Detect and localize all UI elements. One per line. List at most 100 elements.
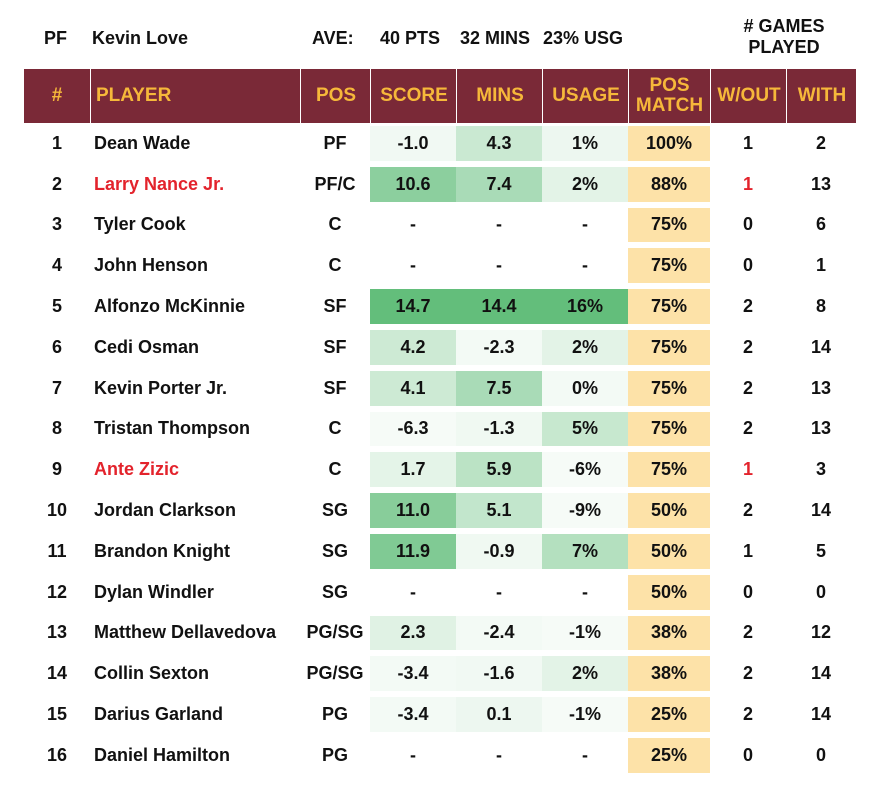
cell-mins: -: [456, 248, 542, 284]
cell-player: Ante Zizic: [94, 459, 180, 480]
summary-usg: 23% USG: [543, 28, 624, 48]
cell-player: John Henson: [94, 255, 209, 276]
table-row: 2 Larry Nance Jr. PF/C 10.6 7.4 2% 88% 1 13: [24, 164, 856, 205]
cell-pos: SF: [323, 377, 347, 398]
cell-pos: PG: [321, 704, 348, 725]
column-header-num: #: [51, 85, 63, 106]
cell-player: Daniel Hamilton: [94, 744, 231, 765]
cell-mins: -0.9: [456, 533, 542, 569]
cell-score: -6.3: [370, 411, 456, 447]
cell-player: Alfonzo McKinnie: [94, 296, 245, 317]
table-row: 4 John Henson C - - -75% 0 1: [24, 245, 856, 286]
cell-usage: 7%: [542, 533, 628, 569]
cell-score: 2.3: [370, 615, 456, 651]
cell-score: 11.0: [370, 493, 456, 528]
cell-wout: 0: [742, 581, 753, 602]
cell-mins: 5.1: [456, 493, 542, 528]
cell-pos-match: 75%: [628, 248, 710, 284]
table-row: 13 Matthew Dellavedova PG/SG 2.3 -2.4 -1% 38% 2…: [24, 613, 856, 654]
cell-player: Dean Wade: [94, 132, 191, 153]
table-row: 8 Tristan Thompson C -6.3 -1.3 5% 75% 2 13: [24, 409, 856, 450]
summary-bar: PF Kevin Love AVE: 40 PTS 32 MINS 23% US…: [0, 0, 870, 68]
cell-pos: C: [328, 255, 342, 276]
table-row: 1 Dean Wade PF -1.0 4.3 1% 100% 1 2: [24, 123, 856, 164]
cell-with: 6: [815, 214, 826, 235]
table-row: 15 Darius Garland PG -3.4 0.1 -1% 25% 2 14: [24, 694, 856, 735]
cell-num: 1: [51, 132, 62, 153]
column-header-player: PLAYER: [90, 69, 300, 123]
cell-with: 14: [810, 336, 832, 357]
cell-score: 4.1: [370, 370, 456, 406]
cell-score: -: [370, 737, 456, 773]
cell-score: -3.4: [370, 697, 456, 732]
cell-player: Kevin Porter Jr.: [94, 377, 228, 398]
games-played-header: # GAMES PLAYED: [743, 16, 825, 57]
cell-wout: 2: [742, 377, 753, 398]
cell-num: 2: [51, 173, 62, 194]
cell-num: 5: [51, 296, 62, 317]
cell-pos: SG: [321, 581, 348, 602]
table-row: 6 Cedi Osman SF 4.2 -2.3 2% 75% 2 14: [24, 327, 856, 368]
table-body: 1 Dean Wade PF -1.0 4.3 1% 100% 1 2 2 Larry Nance …: [24, 123, 856, 776]
cell-wout: 2: [742, 418, 753, 439]
cell-usage: -: [542, 207, 628, 243]
column-header-with: WITH: [786, 69, 857, 123]
cell-pos: SG: [321, 500, 348, 521]
cell-score: -: [370, 574, 456, 610]
cell-pos: C: [328, 214, 342, 235]
cell-pos-match: 50%: [628, 574, 710, 610]
cell-pos: SF: [323, 336, 347, 357]
cell-usage: 5%: [542, 411, 628, 447]
table-row: 16 Daniel Hamilton PG - - -25% 0 0: [24, 735, 856, 776]
cell-pos-match: 75%: [628, 289, 710, 324]
cell-wout: 2: [742, 663, 753, 684]
cell-usage: 16%: [542, 289, 628, 324]
summary-pts: 40 PTS: [380, 28, 441, 48]
cell-wout: 0: [742, 214, 753, 235]
table-row: 11 Brandon Knight SG 11.9 -0.9 7% 50% 1 5: [24, 531, 856, 572]
cell-score: -3.4: [370, 656, 456, 692]
table-row: 3 Tyler Cook C - - -75% 0 6: [24, 205, 856, 246]
column-header-usage: USAGE: [542, 69, 629, 123]
cell-pos: SF: [323, 296, 347, 317]
cell-player: Larry Nance Jr.: [94, 173, 225, 194]
cell-pos-match: 100%: [628, 126, 710, 161]
cell-pos-match: 75%: [628, 452, 710, 488]
table-row: 12 Dylan Windler SG - - -50% 0 0: [24, 572, 856, 613]
column-header-pos-match: POS MATCH: [628, 69, 710, 123]
column-header-wout: W/OUT: [710, 69, 787, 123]
column-header-pos: POS: [300, 69, 371, 123]
cell-usage: 2%: [542, 329, 628, 365]
table-row: 10 Jordan Clarkson SG 11.0 5.1 -9% 50% 2 14: [24, 490, 856, 531]
cell-usage: 2%: [542, 656, 628, 692]
cell-pos-match: 50%: [628, 493, 710, 528]
cell-with: 14: [810, 500, 832, 521]
cell-with: 13: [810, 173, 832, 194]
cell-wout: 2: [742, 336, 753, 357]
cell-score: -1.0: [370, 126, 456, 161]
cell-with: 12: [810, 622, 832, 643]
cell-player: Collin Sexton: [94, 663, 210, 684]
cell-usage: -1%: [542, 697, 628, 732]
cell-wout: 1: [742, 540, 753, 561]
cell-score: 1.7: [370, 452, 456, 488]
cell-pos: C: [328, 418, 342, 439]
cell-usage: -6%: [542, 452, 628, 488]
cell-num: 7: [51, 377, 62, 398]
player-table: # PLAYER POS SCORE MINS USAGE POS MATCH …: [24, 69, 856, 776]
cell-pos-match: 75%: [628, 207, 710, 243]
cell-wout: 2: [742, 500, 753, 521]
cell-pos: C: [328, 459, 342, 480]
cell-player: Darius Garland: [94, 704, 224, 725]
cell-mins: 7.4: [456, 166, 542, 202]
cell-usage: 0%: [542, 370, 628, 406]
summary-player-name: Kevin Love: [92, 28, 189, 48]
cell-mins: 14.4: [456, 289, 542, 324]
cell-with: 14: [810, 663, 832, 684]
summary-ave-label: AVE:: [312, 28, 354, 48]
cell-wout: 1: [742, 459, 753, 480]
cell-pos: PG/SG: [306, 663, 364, 684]
table-row: 7 Kevin Porter Jr. SF 4.1 7.5 0% 75% 2 13: [24, 368, 856, 409]
cell-pos-match: 38%: [628, 656, 710, 692]
column-header-score: SCORE: [370, 69, 457, 123]
